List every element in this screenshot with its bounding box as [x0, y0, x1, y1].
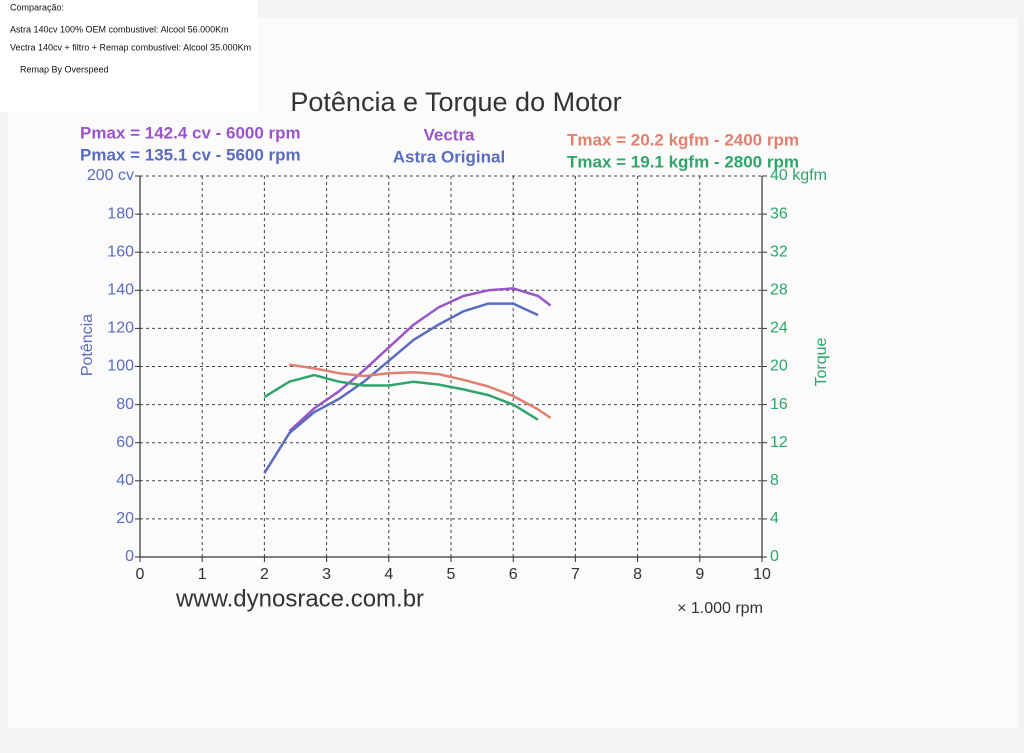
y2-tick-label: 16 [770, 396, 788, 413]
paper [8, 18, 1018, 728]
y-tick-label: 40 [116, 472, 134, 489]
legend-entry: Vectra [423, 125, 475, 144]
y-tick-label: 180 [107, 205, 134, 222]
legend-entry: Astra Original [393, 147, 505, 166]
y2-tick-label: 28 [770, 282, 788, 299]
series-line [288, 287, 552, 433]
y-tick-label: 160 [107, 243, 134, 260]
y-tick-label: 200 cv [87, 167, 134, 184]
y2-tick-label: 12 [770, 434, 788, 451]
x-tick-label: 3 [322, 566, 331, 583]
annotation: Tmax = 20.2 kgfm - 2400 rpm [567, 130, 799, 149]
x-tick-label: 4 [384, 566, 393, 583]
annotation: Pmax = 142.4 cv - 6000 rpm [80, 123, 301, 142]
y-tick-label: 0 [125, 548, 134, 565]
y2-tick-label: 0 [770, 548, 779, 565]
y2-tick-label: 4 [770, 510, 779, 527]
y-tick-label: 80 [116, 396, 134, 413]
y2-tick-label: 24 [770, 320, 788, 337]
series-line [263, 302, 539, 474]
series-line [289, 363, 552, 419]
note-box [0, 0, 258, 112]
x-tick-label: 1 [198, 566, 207, 583]
note-text: Astra 140cv 100% OEM combustivel: Alcool… [10, 24, 229, 34]
y-tick-label: 140 [107, 282, 134, 299]
note-text: Remap By Overspeed [20, 64, 109, 74]
note-text: Comparação: [10, 2, 64, 12]
y2-tick-label: 32 [770, 243, 788, 260]
x-tick-label: 9 [695, 566, 704, 583]
y2-tick-label: 20 [770, 358, 788, 375]
x-tick-label: 8 [633, 566, 642, 583]
x-tick-label: 7 [571, 566, 580, 583]
x-tick-label: 5 [447, 566, 456, 583]
y-tick-label: 120 [107, 320, 134, 337]
source: www.dynosrace.com.br [175, 585, 424, 612]
y2-tick-label: 40 kgfm [770, 167, 827, 184]
y2-axis-label: Torque [813, 337, 830, 386]
series-line [263, 373, 539, 421]
y2-tick-label: 36 [770, 205, 788, 222]
y2-tick-label: 8 [770, 472, 779, 489]
x-tick-label: 6 [509, 566, 518, 583]
y-axis-label: Potência [79, 314, 96, 376]
annotation: Tmax = 19.1 kgfm - 2800 rpm [567, 152, 799, 171]
note-text: Vectra 140cv + filtro + Remap combustive… [10, 42, 251, 52]
annotation: Pmax = 135.1 cv - 5600 rpm [80, 145, 301, 164]
y-tick-label: 100 [107, 358, 134, 375]
y-tick-label: 60 [116, 434, 134, 451]
chart-title: Potência e Torque do Motor [290, 87, 621, 117]
x-axis-label: × 1.000 rpm [677, 600, 763, 617]
y-tick-label: 20 [116, 510, 134, 527]
x-tick-label: 2 [260, 566, 269, 583]
x-tick-label: 0 [136, 566, 145, 583]
x-tick-label: 10 [753, 566, 771, 583]
